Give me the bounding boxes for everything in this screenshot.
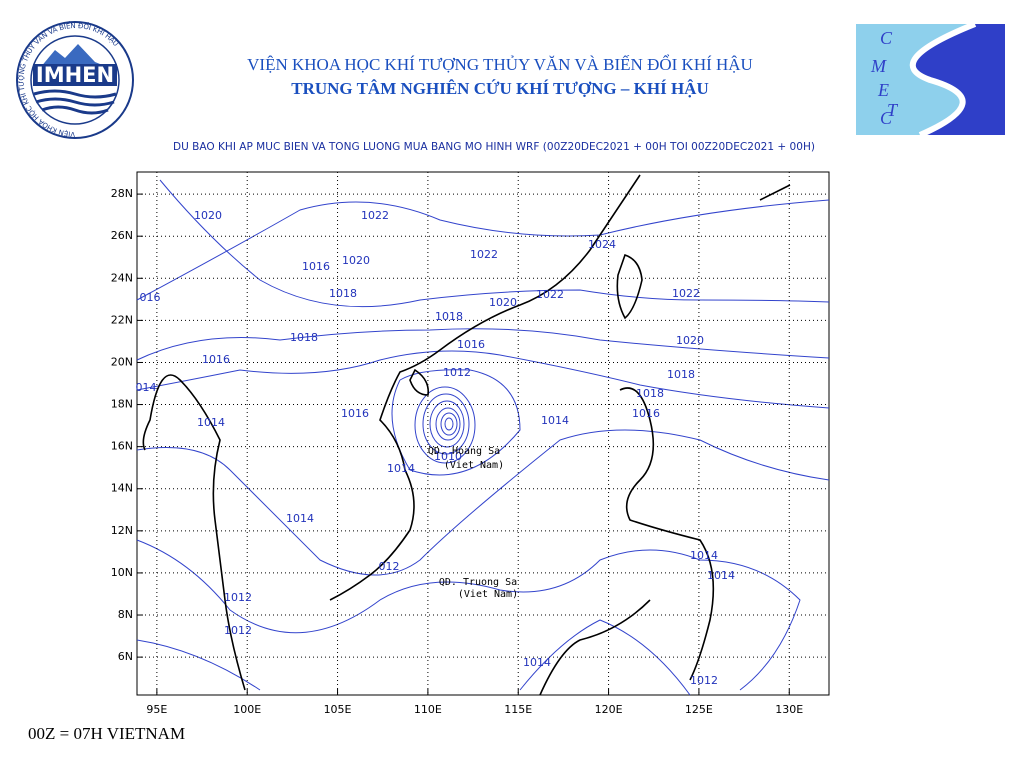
isobar-label: 1022 (672, 287, 700, 300)
isobar-label: 1022 (470, 248, 498, 261)
isobar-label: 014 (136, 381, 157, 394)
map: 95E 100E 105E 110E 115E 120E 125E 130E 6N 8N 10N 12… (111, 171, 830, 716)
isobar-label: 1022 (361, 209, 389, 222)
isobars (136, 179, 830, 696)
x-tick-label: 115E (504, 703, 532, 716)
logo-letter: C (880, 28, 893, 48)
isobar-label: 1016 (632, 407, 660, 420)
isobar-label: 1014 (541, 414, 569, 427)
place-label: QD. Hoang Sa (428, 446, 500, 457)
place-label: QD. Truong Sa (439, 577, 517, 588)
isobar-label: 1018 (667, 368, 695, 381)
isobar-label: 1020 (342, 254, 370, 267)
logo-letter: C (880, 108, 893, 128)
isobar-label: 1020 (194, 209, 222, 222)
isobar-label: 1016 (202, 353, 230, 366)
center-title: TRUNG TÂM NGHIÊN CỨU KHÍ TƯỢNG – KHÍ HẬU (291, 79, 708, 98)
isobar-label: 1020 (676, 334, 704, 347)
y-tick-label: 20N (111, 355, 133, 368)
map-frame (136, 171, 830, 696)
isobar-label: 1018 (636, 387, 664, 400)
isobar-label: 1010 (434, 450, 462, 463)
y-tick-label: 18N (111, 398, 133, 411)
isobar-label: 1014 (387, 462, 415, 475)
isobar-label: 016 (140, 291, 161, 304)
y-tick-label: 22N (111, 313, 133, 326)
footer: 00Z = 07H VIETNAM (28, 724, 185, 743)
subtitle: DU BAO KHI AP MUC BIEN VA TONG LUONG MUA… (173, 140, 815, 153)
x-tick-label: 130E (775, 703, 803, 716)
isobar-label: 1016 (457, 338, 485, 351)
coastline (142, 174, 791, 696)
y-tick-label: 10N (111, 566, 133, 579)
y-tick-label: 14N (111, 482, 133, 495)
isobar-label: 1014 (690, 549, 718, 562)
isobar-label: 012 (379, 560, 400, 573)
y-tick-label: 12N (111, 524, 133, 537)
x-tick-label: 110E (414, 703, 442, 716)
isobar-label: 1014 (286, 512, 314, 525)
isobar-label: 1016 (341, 407, 369, 420)
isobar-label: 1018 (329, 287, 357, 300)
y-tick-label: 26N (111, 229, 133, 242)
x-tick-label: 100E (233, 703, 261, 716)
isobar-label: 1014 (707, 569, 735, 582)
isobar-label: 1014 (523, 656, 551, 669)
isobar-label: 1012 (224, 591, 252, 604)
isobar-label: 1024 (588, 238, 616, 251)
isobar-label: 1012 (224, 624, 252, 637)
isobar-label: 1020 (489, 296, 517, 309)
x-tick-label: 125E (685, 703, 713, 716)
isobar-label: 1022 (536, 288, 564, 301)
labels: 95E 100E 105E 110E 115E 120E 125E 130E 6N 8N 10N 12… (111, 187, 804, 716)
isobar-label: 1018 (290, 331, 318, 344)
grid (137, 172, 829, 695)
logo-letter: M (870, 56, 887, 76)
institute-title: VIỆN KHOA HỌC KHÍ TƯỢNG THỦY VĂN VÀ BIẾN… (247, 54, 753, 74)
isobar-label: 1016 (302, 260, 330, 273)
isobar-label: 1014 (197, 416, 225, 429)
y-tick-label: 24N (111, 271, 133, 284)
y-tick-label: 28N (111, 187, 133, 200)
logo-letter: E (877, 80, 889, 100)
x-tick-label: 120E (595, 703, 623, 716)
x-tick-label: 95E (146, 703, 167, 716)
y-tick-label: 6N (118, 650, 133, 663)
y-tick-label: 8N (118, 608, 133, 621)
logo-letter: T (887, 100, 899, 120)
place-label: (Viet Nam) (444, 460, 504, 471)
isobar-label: 1012 (690, 674, 718, 687)
isobar-label: 1012 (443, 366, 471, 379)
place-label: (Viet Nam) (458, 589, 518, 600)
logo-name: IMHEN (36, 63, 114, 87)
x-tick-label: 105E (324, 703, 352, 716)
logo-imhen: IMHEN VIỆN KHOA HỌC KHÍ TƯỢNG THỦY VĂN V… (16, 20, 134, 139)
isobar-label: 1018 (435, 310, 463, 323)
y-tick-label: 16N (111, 440, 133, 453)
